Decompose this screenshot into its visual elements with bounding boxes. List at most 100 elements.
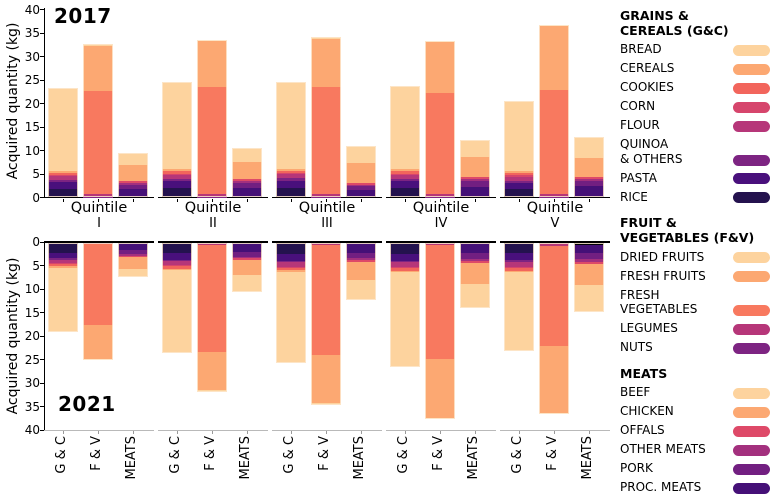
segment-cereals	[390, 169, 420, 172]
segment-corn	[276, 266, 306, 269]
bar-2017-qV-gc	[504, 100, 534, 198]
segment-offals	[232, 258, 262, 260]
bar-2017-qIV-fv	[425, 40, 455, 198]
bar-2021-qIII-gc	[276, 242, 306, 363]
segment-corn	[48, 174, 78, 177]
y-tick-label: 10	[24, 282, 40, 296]
segment-corn	[390, 266, 420, 269]
segment-fresh_fruits	[197, 352, 227, 391]
bar-label-gc: G & C	[396, 436, 411, 474]
legend-item-label: CEREALS	[620, 61, 674, 76]
bar-2021-qII-fv	[197, 242, 227, 392]
y-tick-label: 0	[32, 235, 40, 249]
segment-beef	[574, 285, 604, 313]
legend-item-pasta: PASTA	[620, 171, 770, 186]
bar-label-fv: F & V	[317, 436, 332, 471]
legend-item-label-line: FLOUR	[620, 118, 660, 133]
segment-flour	[504, 176, 534, 181]
y-tick-label: 5	[32, 258, 40, 273]
legend-item-label-line: OTHER MEATS	[620, 442, 706, 457]
legend-section-title-line: GRAINS &	[620, 8, 689, 23]
segment-fresh_vegetables	[425, 92, 455, 194]
group-label-word: Quintile	[184, 200, 242, 216]
bar-2021-qV-fv	[539, 242, 569, 415]
legend-swatch-flour	[733, 120, 770, 132]
legend-item-label: PORK	[620, 461, 653, 476]
segment-dried_fruits	[425, 417, 455, 419]
legend-section-title-line: VEGETABLES (F&V)	[620, 230, 755, 246]
x-tick	[474, 198, 476, 202]
legend-item-label-line: PORK	[620, 461, 653, 476]
segment-fresh_fruits	[539, 25, 569, 91]
segment-legumes	[311, 242, 341, 246]
legend-item-label-line: CORN	[620, 99, 656, 114]
legend-item-dried_fruits: DRIED FRUITS	[620, 250, 770, 265]
bar-label-meats: MEATS	[580, 436, 595, 480]
legend-swatch-bread	[733, 44, 770, 56]
group-label-roman: III	[321, 216, 333, 231]
segment-rice	[276, 242, 306, 254]
y-tick	[40, 265, 44, 267]
x-axis-spine	[158, 196, 268, 199]
bar-label-gc: G & C	[168, 436, 183, 474]
bar-2021-qIII-fv	[311, 242, 341, 405]
segment-pork	[460, 181, 490, 187]
y-tick-label: 20	[24, 329, 40, 343]
segment-pork	[574, 253, 604, 260]
segment-beef	[118, 153, 148, 165]
legend-item-rice: RICE	[620, 190, 770, 205]
bar-label-fv: F & V	[89, 436, 104, 471]
legend-item-label-line: NUTS	[620, 340, 653, 355]
y-tick	[40, 103, 44, 105]
segment-legumes	[197, 242, 227, 245]
x-tick	[290, 198, 292, 202]
segment-cereals	[162, 268, 192, 270]
y-tick	[40, 359, 44, 361]
legend-item-label: BREAD	[620, 42, 662, 57]
bar-2017-qIII-gc	[276, 81, 306, 198]
segment-cereals	[276, 168, 306, 171]
legend-item-label-line: OFFALS	[620, 423, 665, 438]
segment-other_meats	[232, 256, 262, 259]
y-tick-label: 20	[24, 96, 40, 111]
x-tick	[439, 431, 441, 434]
segment-offals	[574, 261, 604, 265]
segment-rice	[504, 242, 534, 254]
y-tick	[40, 288, 44, 290]
y-tick	[40, 197, 44, 199]
bar-2021-qV-gc	[504, 242, 534, 351]
bar-2017-qIII-meats	[346, 145, 376, 198]
segment-cookies	[276, 170, 306, 174]
segment-flour	[390, 262, 420, 267]
y-tick-label: 10	[24, 143, 40, 158]
bar-label-fv: F & V	[431, 436, 446, 471]
segment-bread	[48, 267, 78, 332]
x-axis-spine	[158, 241, 268, 243]
legend-item-label-line: BEEF	[620, 385, 651, 400]
segment-bread	[48, 88, 78, 171]
legend-item-label-line: PASTA	[620, 170, 657, 185]
bar-2017-qIV-meats	[460, 139, 490, 198]
segment-fresh_fruits	[83, 45, 113, 92]
bar-2021-qIV-gc	[390, 242, 420, 368]
segment-quinoa_others	[390, 260, 420, 263]
segment-other_meats	[118, 254, 148, 256]
segment-chicken	[460, 262, 490, 284]
segment-rice	[162, 188, 192, 198]
legend-swatch-corn	[733, 101, 770, 113]
legend-item-label: DRIED FRUITS	[620, 250, 704, 265]
y-tick	[40, 126, 44, 128]
segment-legumes	[539, 193, 569, 197]
legend-item-pork: PORK	[620, 461, 770, 476]
segment-legumes	[539, 243, 569, 246]
segment-chicken	[118, 164, 148, 182]
legend-item-label: FRESH FRUITS	[620, 269, 706, 284]
segment-bread	[504, 100, 534, 172]
panel-bottom-spine	[44, 430, 154, 431]
segment-bread	[276, 81, 306, 169]
legend-swatch-beef	[733, 387, 770, 399]
segment-dried_fruits	[197, 39, 227, 41]
legend-swatch-pasta	[733, 173, 770, 185]
y-tick	[40, 32, 44, 34]
bar-2017-qI-gc	[48, 88, 78, 198]
